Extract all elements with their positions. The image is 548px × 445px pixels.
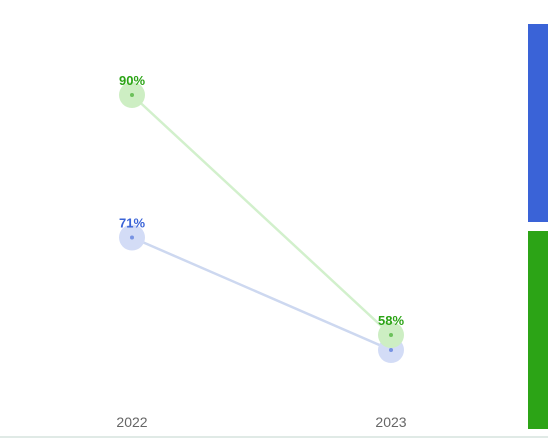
- legend-swatch-0[interactable]: [528, 24, 548, 222]
- series-0: 71%: [119, 216, 404, 363]
- series-0-point-2023: [389, 348, 393, 352]
- legend[interactable]: [528, 24, 548, 429]
- series-0-line: [131, 236, 392, 352]
- plot-area: 71% 90% 58%: [119, 73, 404, 363]
- series-1-data-label-2023: 58%: [378, 313, 404, 328]
- series-1-point-2022: [130, 93, 134, 97]
- x-axis: 2022 2023: [0, 414, 548, 438]
- x-tick-label-2023: 2023: [375, 414, 406, 430]
- series-1-point-2023: [389, 333, 393, 337]
- x-tick-label-2022: 2022: [116, 414, 147, 430]
- legend-swatch-1[interactable]: [528, 231, 548, 429]
- series-0-point-2022: [130, 235, 134, 240]
- series-1-data-label-2022: 90%: [119, 73, 145, 88]
- series-1: 90% 58%: [119, 73, 404, 348]
- series-1-line: [131, 94, 392, 336]
- series-0-data-label-2022: 71%: [119, 216, 145, 231]
